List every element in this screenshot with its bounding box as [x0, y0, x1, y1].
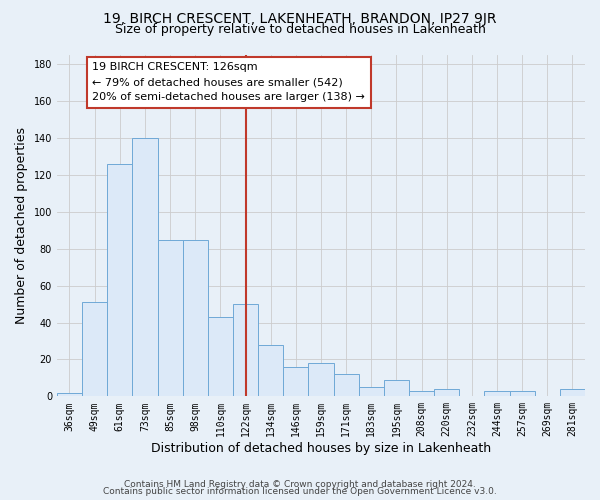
Bar [409, 391, 434, 396]
Bar [258, 344, 283, 397]
Bar [233, 304, 258, 396]
Text: Size of property relative to detached houses in Lakenheath: Size of property relative to detached ho… [115, 22, 485, 36]
Text: 19, BIRCH CRESCENT, LAKENHEATH, BRANDON, IP27 9JR: 19, BIRCH CRESCENT, LAKENHEATH, BRANDON,… [103, 12, 497, 26]
Bar [107, 164, 133, 396]
Text: Contains public sector information licensed under the Open Government Licence v3: Contains public sector information licen… [103, 487, 497, 496]
Bar [57, 392, 82, 396]
X-axis label: Distribution of detached houses by size in Lakenheath: Distribution of detached houses by size … [151, 442, 491, 455]
Y-axis label: Number of detached properties: Number of detached properties [15, 127, 28, 324]
Bar [359, 387, 384, 396]
Bar [509, 391, 535, 396]
Bar [484, 391, 509, 396]
Bar [560, 389, 585, 396]
Bar [182, 240, 208, 396]
Bar [308, 363, 334, 396]
Text: Contains HM Land Registry data © Crown copyright and database right 2024.: Contains HM Land Registry data © Crown c… [124, 480, 476, 489]
Bar [384, 380, 409, 396]
Bar [283, 367, 308, 396]
Text: 19 BIRCH CRESCENT: 126sqm
← 79% of detached houses are smaller (542)
20% of semi: 19 BIRCH CRESCENT: 126sqm ← 79% of detac… [92, 62, 365, 102]
Bar [133, 138, 158, 396]
Bar [82, 302, 107, 396]
Bar [334, 374, 359, 396]
Bar [158, 240, 182, 396]
Bar [208, 317, 233, 396]
Bar [434, 389, 459, 396]
